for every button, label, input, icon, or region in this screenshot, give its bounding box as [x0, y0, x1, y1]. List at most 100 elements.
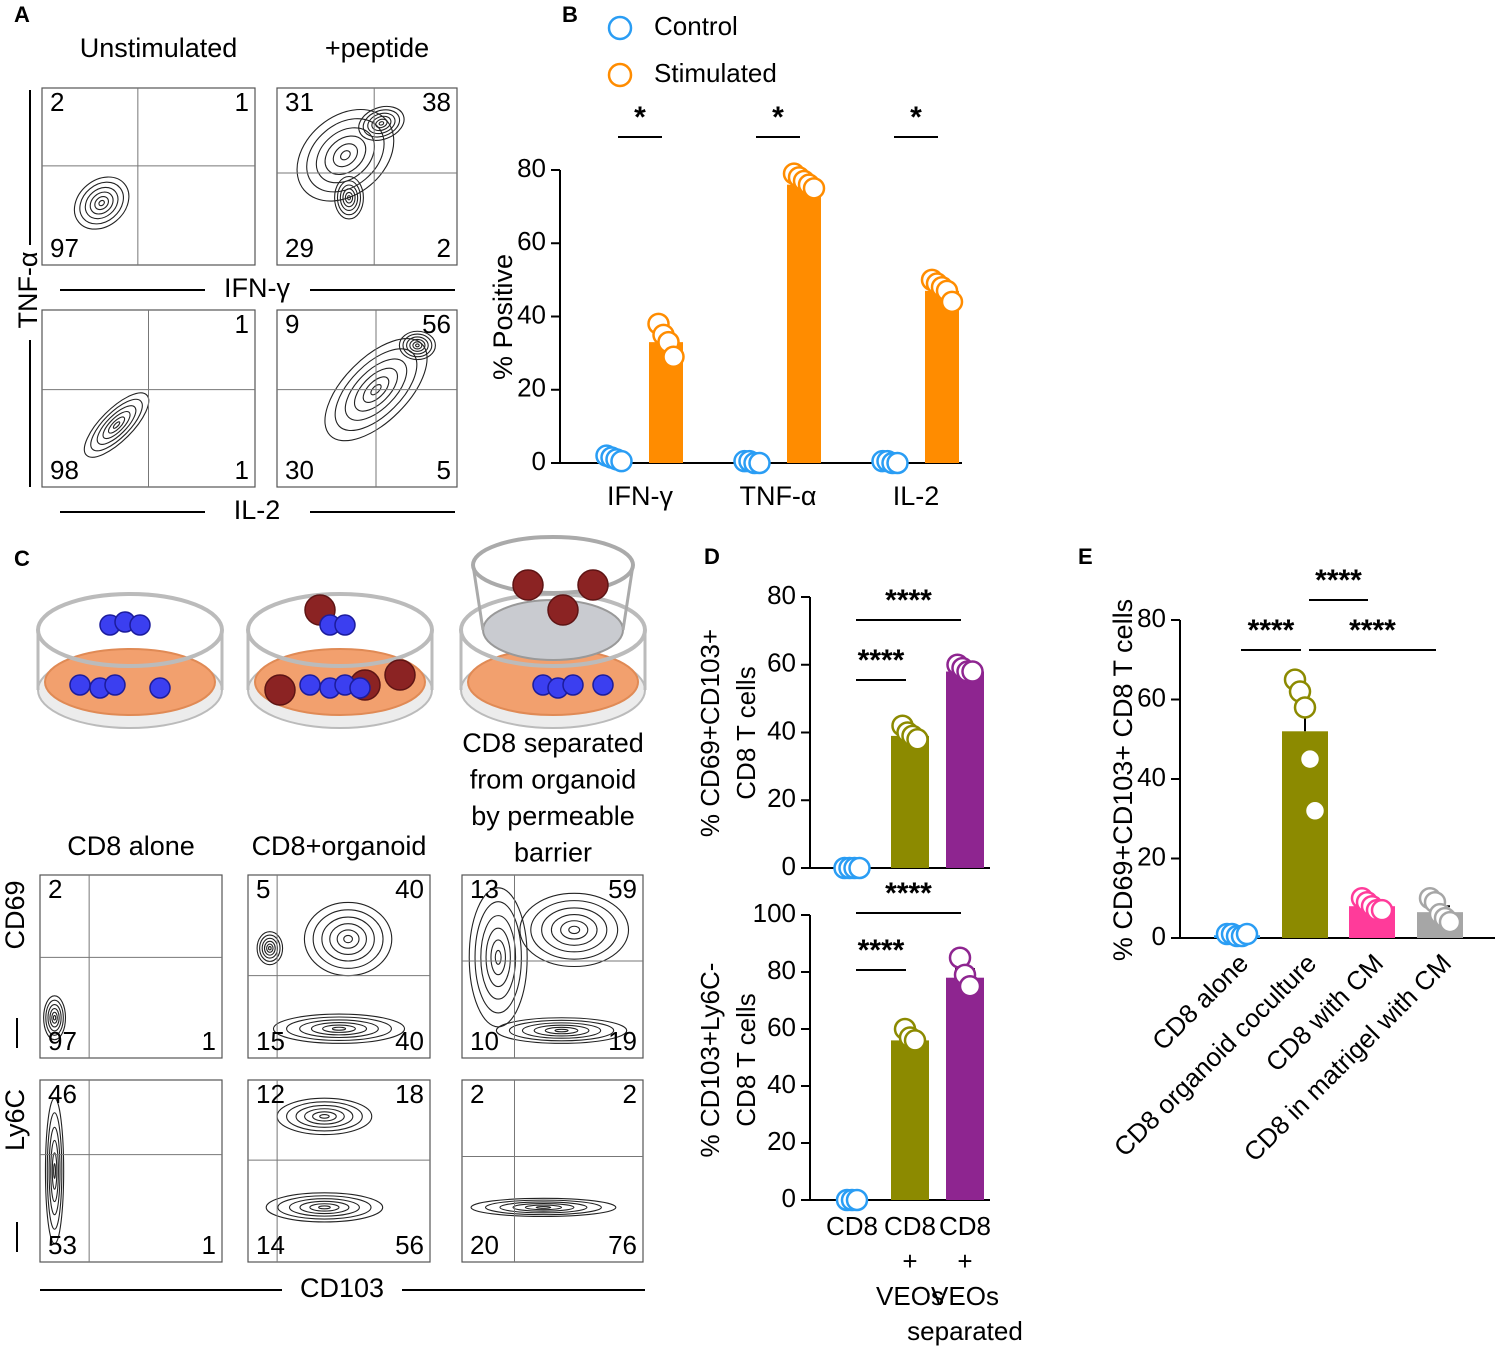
x-axis-label: IL-2: [234, 495, 281, 525]
contour: [362, 109, 401, 138]
contour: [415, 343, 420, 348]
contour: [268, 946, 272, 951]
contour: [49, 1007, 60, 1028]
contour: [485, 927, 511, 988]
contour: [288, 1198, 360, 1217]
quadrant-percent: 9: [285, 309, 299, 339]
contour: [371, 115, 392, 132]
contour: [107, 416, 126, 434]
organoid: [264, 674, 296, 706]
dish-medium: [44, 648, 216, 716]
contour: [319, 1114, 330, 1119]
cd8-cell: [299, 674, 321, 696]
contour: [73, 176, 130, 230]
contour: [304, 1108, 345, 1125]
cd8-cell: [334, 614, 356, 636]
flow-plot-frame: [39, 1079, 223, 1263]
contour: [480, 915, 517, 1000]
contour: [339, 184, 359, 212]
contour: [336, 180, 362, 216]
contour: [550, 913, 598, 946]
legend-marker: [607, 62, 633, 88]
organoid: [547, 594, 579, 626]
x-tick-label: +: [902, 1246, 917, 1276]
quadrant-percent: 12: [256, 1079, 285, 1109]
organoid: [384, 659, 416, 691]
y-axis-label: % Positive: [488, 254, 518, 380]
contour: [322, 1024, 356, 1033]
quadrant-percent: 2: [437, 233, 451, 263]
y-axis-label: CD8 T cells: [731, 993, 761, 1126]
contour: [309, 1203, 340, 1212]
contour: [98, 199, 105, 207]
column-header: Unstimulated: [80, 33, 238, 63]
y-tick-label: 80: [1137, 603, 1166, 633]
significance-label: ****: [858, 644, 905, 677]
quadrant-percent: 59: [608, 874, 637, 904]
contour: [46, 1112, 63, 1230]
y-tick-label: 60: [1137, 682, 1166, 712]
y-tick-label: 80: [517, 153, 546, 183]
contour: [474, 901, 522, 1014]
contour: [533, 1024, 590, 1037]
contour: [342, 188, 356, 208]
contour: [266, 943, 274, 953]
contour: [43, 995, 67, 1041]
x-axis-label: IFN-γ: [224, 273, 290, 303]
x-tick-label: CD8: [939, 1211, 991, 1241]
x-tick-label: VEOs: [931, 1281, 999, 1311]
column-header: +peptide: [325, 33, 429, 63]
significance-label: *: [910, 101, 922, 134]
contour: [554, 1028, 569, 1033]
quadrant-percent: 2: [50, 87, 64, 117]
contour: [343, 934, 354, 944]
legend-label: Control: [654, 11, 738, 41]
contour: [560, 920, 589, 940]
bar: [891, 1040, 929, 1200]
flow-plot-frame: [247, 1079, 431, 1263]
data-point: [1438, 910, 1462, 934]
y-tick-label: 20: [767, 783, 796, 813]
y-tick-label: 0: [782, 851, 796, 881]
contour: [495, 1017, 628, 1044]
quadrant-percent: 2: [470, 1079, 484, 1109]
contour: [52, 1014, 57, 1021]
quadrant-percent: 56: [422, 309, 451, 339]
quadrant-percent: 46: [48, 1079, 77, 1109]
contour: [334, 175, 364, 220]
y-tick-label: 60: [517, 226, 546, 256]
contour: [90, 398, 143, 452]
cd8-cell: [104, 674, 126, 696]
contour: [544, 1026, 579, 1035]
contour: [303, 901, 393, 977]
contour: [265, 1192, 384, 1223]
quadrant-percent: 2: [623, 1079, 637, 1109]
insert-wall: [471, 564, 635, 631]
contour: [299, 1019, 379, 1039]
significance-label: ****: [1349, 614, 1396, 647]
contour: [375, 118, 388, 129]
contour: [344, 358, 408, 421]
contour: [48, 1126, 61, 1216]
insert-rim: [471, 535, 635, 595]
contour: [370, 383, 382, 396]
contour: [344, 191, 354, 204]
y-axis-label: Ly6C: [0, 1089, 30, 1151]
panel-label: E: [1078, 544, 1093, 569]
y-axis-label: % CD103+Ly6C-: [695, 963, 725, 1158]
quadrant-percent: 53: [48, 1230, 77, 1260]
cd8-cell: [149, 677, 171, 699]
column-header: CD8+organoid: [252, 831, 427, 861]
data-point: [662, 345, 685, 369]
diagram-caption: from organoid: [470, 765, 637, 795]
x-tick-label: IFN-γ: [607, 481, 673, 511]
contour: [541, 907, 608, 953]
contour: [84, 186, 119, 220]
contour: [51, 1011, 58, 1024]
dish-rim: [36, 592, 224, 668]
dish-wall: [246, 630, 434, 690]
y-tick-label: 0: [532, 446, 546, 476]
contour: [331, 1026, 347, 1031]
